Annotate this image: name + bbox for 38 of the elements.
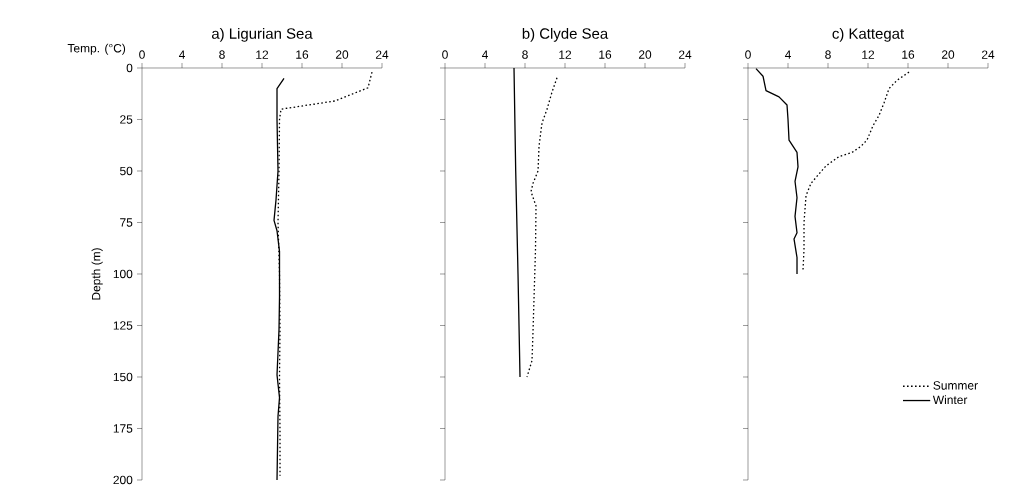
- y-tick-label: 150: [113, 372, 133, 382]
- x-tick-label: 8: [825, 50, 831, 59]
- x-tick-label: 16: [296, 50, 309, 59]
- x-tick-label: 20: [941, 50, 955, 59]
- x-tick-label: 8: [522, 50, 528, 59]
- line-series: [277, 71, 373, 477]
- x-axis-title: Temp. (°C): [67, 43, 126, 55]
- y-tick-label: 0: [126, 63, 133, 73]
- x-tick-label: 16: [902, 50, 915, 59]
- x-tick-label: 24: [375, 50, 389, 59]
- x-tick-label: 0: [139, 50, 145, 59]
- legend-label: Summer: [933, 381, 978, 390]
- chart-title: a) Ligurian Sea: [211, 27, 313, 42]
- y-tick-label: 25: [120, 115, 133, 124]
- y-axis-title: Depth (m): [91, 248, 103, 300]
- x-tick-label: 24: [981, 50, 995, 59]
- x-tick-label: 12: [559, 50, 572, 59]
- y-tick-label: 50: [120, 166, 133, 176]
- y-tick-label: 200: [113, 475, 133, 485]
- x-tick-label: 4: [481, 50, 488, 59]
- y-tick-label: 175: [113, 424, 133, 433]
- x-tick-label: 4: [784, 50, 791, 59]
- x-tick-label: 4: [178, 50, 185, 59]
- x-tick-label: 0: [745, 50, 751, 59]
- y-tick-label: 125: [113, 321, 133, 330]
- x-tick-label: 8: [219, 50, 225, 59]
- y-tick-label: 100: [113, 269, 133, 279]
- x-tick-label: 0: [442, 50, 448, 59]
- x-tick-label: 16: [599, 50, 612, 59]
- chart-title: b) Clyde Sea: [522, 27, 609, 42]
- x-tick-label: 20: [638, 50, 652, 59]
- x-tick-label: 20: [335, 50, 349, 59]
- legend-label: Winter: [932, 395, 968, 404]
- y-tick-label: 75: [120, 218, 133, 227]
- chart-title: c) Kattegat: [832, 27, 905, 42]
- x-tick-label: 12: [862, 50, 875, 59]
- x-tick-label: 12: [256, 50, 269, 59]
- x-tick-label: 24: [678, 50, 692, 59]
